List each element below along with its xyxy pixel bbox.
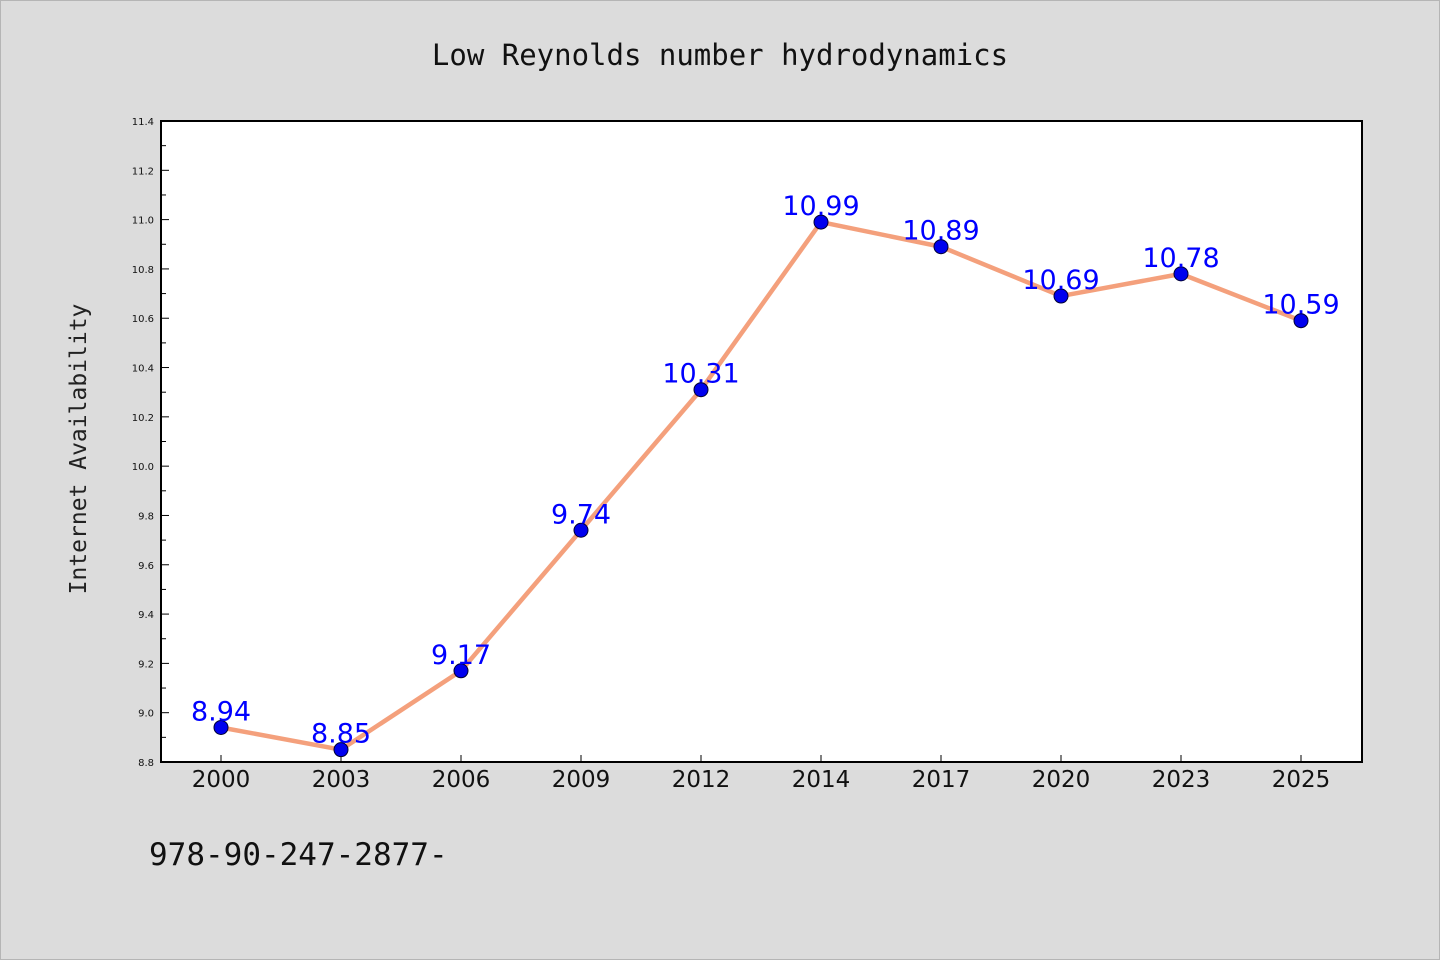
x-tick-label: 2000 [192,767,251,793]
plot-area [161,121,1362,762]
data-point [333,742,349,758]
data-label: 10.78 [1142,243,1219,274]
data-label: 10.89 [902,216,979,247]
x-tick-label: 2006 [432,767,491,793]
y-tick-label: 10.4 [132,364,154,375]
data-label: 10.59 [1262,290,1339,321]
data-label: 10.69 [1022,265,1099,296]
x-tick-label: 2025 [1272,767,1331,793]
y-tick-label: 9.4 [138,610,154,621]
x-tick-label: 2017 [912,767,971,793]
y-tick-label: 9.8 [138,511,154,522]
chart-title: Low Reynolds number hydrodynamics [432,38,1008,72]
x-axis-ticks: 2000 2003 2006 2009 2012 2014 2017 2020 2023 2025 [192,755,1331,793]
data-point [213,719,229,735]
data-point [813,214,829,230]
data-label: 8.94 [191,696,251,727]
data-point [573,522,589,538]
data-point [933,239,949,255]
data-label: 9.17 [431,640,491,671]
y-axis-label: Internet Availability [66,304,92,595]
data-label: 10.31 [662,359,739,390]
y-tick-label: 10.2 [132,413,154,424]
y-tick-label: 10.8 [132,265,154,276]
x-tick-label: 2014 [792,767,851,793]
y-tick-label: 11.2 [132,166,154,177]
data-point [453,663,469,679]
y-tick-label: 10.6 [132,314,154,325]
y-tick-label: 8.8 [138,758,154,769]
x-tick-label: 2003 [312,767,371,793]
y-tick-label: 9.0 [138,709,154,720]
series-line [218,219,1304,752]
y-tick-label: 11.0 [132,216,154,227]
data-point [1053,288,1069,304]
y-tick-label: 11.4 [132,117,154,128]
data-label: 9.74 [551,499,611,530]
x-tick-label: 2012 [672,767,731,793]
x-tick-label: 2023 [1152,767,1211,793]
data-point [693,382,709,398]
data-point [1173,266,1189,282]
data-label: 10.99 [782,191,859,222]
y-axis-ticks: 8.8 9.0 9.2 9.4 9.6 9.8 10.0 10.2 10.4 10.6 10.8 11… [132,117,169,769]
y-tick-label: 9.2 [138,659,154,670]
series-group: 8.94 8.85 9.17 9.74 10.31 10.99 10.89 10.69 10.7… [191,191,1340,758]
x-tick-label: 2009 [552,767,611,793]
data-label: 8.85 [311,719,371,750]
plot-frame [160,120,1363,763]
y-tick-label: 9.6 [138,561,154,572]
y-tick-label: 10.0 [132,462,154,473]
x-tick-label: 2020 [1032,767,1091,793]
data-point [1293,313,1309,329]
isbn-footer-text: 978-90-247-2877- [149,837,448,873]
